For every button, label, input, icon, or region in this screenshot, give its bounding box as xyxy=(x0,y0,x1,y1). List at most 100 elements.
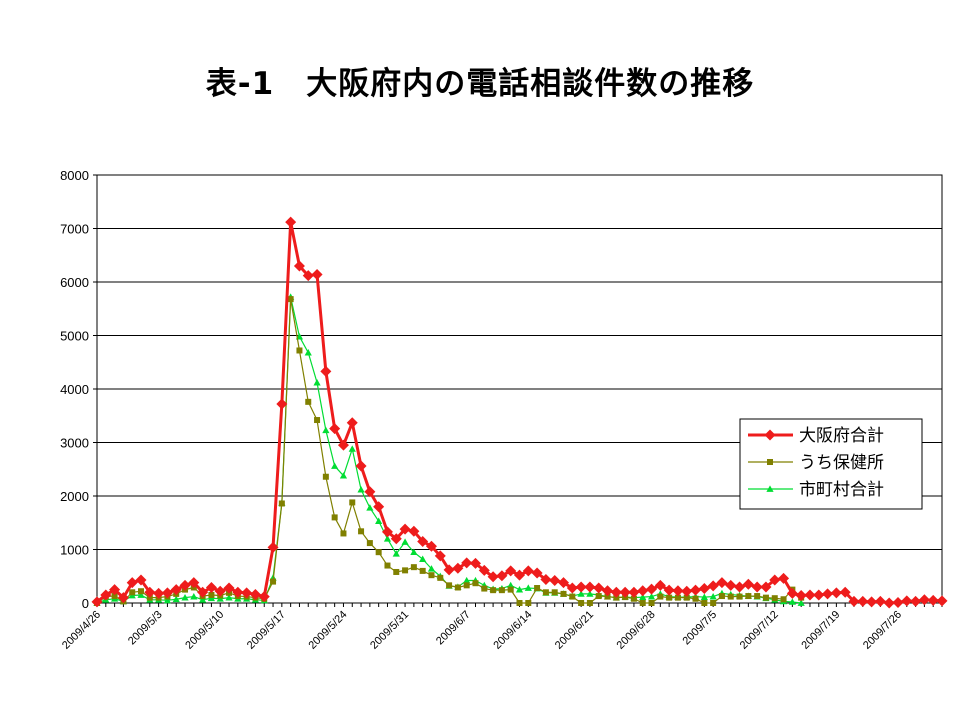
data-point xyxy=(172,595,180,603)
data-point xyxy=(320,365,332,377)
data-point xyxy=(560,590,567,597)
x-tick-label: 2009/6/7 xyxy=(434,609,473,648)
data-point xyxy=(408,525,420,537)
y-tick-label: 1000 xyxy=(60,543,89,558)
data-point xyxy=(525,600,532,606)
data-point xyxy=(692,595,699,602)
data-point xyxy=(584,581,596,593)
data-point xyxy=(393,568,400,575)
data-point xyxy=(463,576,471,584)
data-point xyxy=(199,596,207,603)
data-point xyxy=(348,445,356,452)
data-point xyxy=(446,582,453,589)
data-point xyxy=(490,587,497,594)
data-point xyxy=(698,583,710,595)
data-point xyxy=(434,550,446,562)
data-point xyxy=(425,540,437,552)
data-point xyxy=(639,593,647,600)
data-point xyxy=(138,588,145,595)
legend-label: 市町村合計 xyxy=(799,480,884,500)
data-point xyxy=(786,587,798,599)
data-point xyxy=(478,564,490,576)
data-point xyxy=(542,589,549,596)
data-point xyxy=(736,593,743,600)
data-point xyxy=(569,593,576,600)
data-point xyxy=(487,571,499,583)
data-point xyxy=(223,582,235,594)
data-point xyxy=(734,581,746,593)
data-point xyxy=(197,586,209,598)
data-point xyxy=(575,581,587,593)
data-point xyxy=(630,595,637,602)
data-point xyxy=(745,593,752,600)
data-point xyxy=(681,585,693,597)
data-point xyxy=(663,584,675,596)
data-point xyxy=(205,581,217,593)
data-point xyxy=(249,588,261,600)
data-point xyxy=(364,486,376,498)
y-tick-label: 0 xyxy=(82,596,89,611)
data-point xyxy=(129,589,136,596)
data-point xyxy=(285,216,297,228)
data-point xyxy=(857,595,869,607)
data-point xyxy=(293,260,305,272)
data-point xyxy=(311,269,323,281)
data-point xyxy=(137,591,145,598)
data-point xyxy=(390,533,402,545)
y-tick-label: 6000 xyxy=(60,275,89,290)
data-point xyxy=(258,591,270,603)
data-point xyxy=(540,573,552,585)
data-point xyxy=(346,417,358,429)
data-point xyxy=(375,517,383,525)
data-point xyxy=(674,594,681,601)
data-point xyxy=(709,592,717,600)
data-point xyxy=(188,577,200,589)
data-point xyxy=(918,594,930,606)
data-point xyxy=(718,593,725,600)
x-tick-label: 2009/6/28 xyxy=(615,609,658,652)
data-point xyxy=(278,500,285,507)
series-square xyxy=(94,296,805,606)
data-point xyxy=(410,564,417,571)
data-point xyxy=(883,597,895,609)
data-point xyxy=(619,586,631,598)
data-point xyxy=(795,590,807,602)
data-point xyxy=(910,595,922,607)
data-point xyxy=(751,581,763,593)
legend-label: うち保健所 xyxy=(799,453,884,473)
data-point xyxy=(358,528,365,535)
data-point xyxy=(287,296,294,303)
data-point xyxy=(813,589,825,601)
data-point xyxy=(232,586,244,598)
x-tick-label: 2009/5/3 xyxy=(126,609,165,648)
data-point xyxy=(452,562,464,574)
data-point xyxy=(901,595,913,607)
data-point xyxy=(496,570,508,582)
data-point xyxy=(161,587,173,599)
data-point xyxy=(225,594,233,601)
x-tick-label: 2009/7/19 xyxy=(799,609,842,652)
data-point xyxy=(469,557,481,569)
data-point xyxy=(683,594,690,601)
data-point xyxy=(707,580,719,592)
data-point xyxy=(91,596,103,608)
data-point xyxy=(654,579,666,591)
data-point xyxy=(742,578,754,590)
chart-title: 表-1 大阪府内の電話相談件数の推移 xyxy=(205,66,755,102)
data-point xyxy=(578,600,585,606)
data-point xyxy=(463,582,470,589)
data-point xyxy=(672,585,684,597)
data-point xyxy=(392,550,400,557)
data-point xyxy=(534,585,541,592)
data-point xyxy=(419,567,426,574)
data-point xyxy=(549,575,561,587)
data-point xyxy=(936,595,948,607)
data-point xyxy=(531,567,543,579)
y-tick-label: 5000 xyxy=(60,329,89,344)
data-point xyxy=(179,579,191,591)
data-point xyxy=(339,472,348,479)
data-point xyxy=(830,587,842,599)
data-point xyxy=(760,581,772,593)
series-diamond xyxy=(91,216,948,609)
data-point xyxy=(848,595,860,607)
